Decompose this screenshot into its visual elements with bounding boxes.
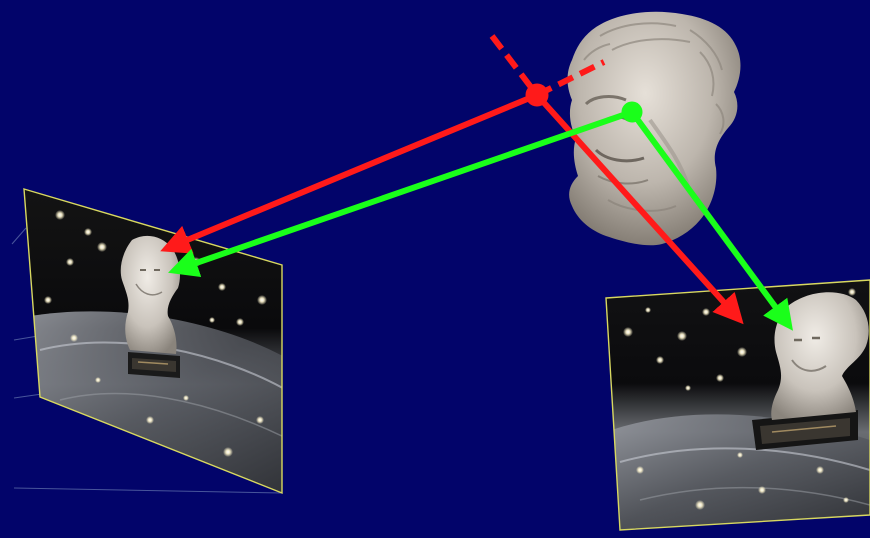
- green-ray-to-right-image: [629, 110, 793, 331]
- red-ray-to-left-image: [160, 92, 539, 254]
- red-ray-dashed-tail: [535, 59, 606, 98]
- green-3d-point: [621, 101, 643, 123]
- left-image-frame: [23, 188, 283, 495]
- bust-3d-model: [567, 11, 741, 246]
- camera-frustum-lines: [11, 227, 283, 494]
- left-camera-image: [23, 188, 283, 495]
- right-image-frame: [605, 279, 870, 531]
- green-ray-to-left-image: [168, 109, 633, 278]
- green-ray-group: [168, 101, 793, 331]
- red-3d-point: [525, 83, 549, 107]
- right-photo-bust-icon: [771, 292, 869, 420]
- red-ray-dashed-extension: [489, 34, 540, 97]
